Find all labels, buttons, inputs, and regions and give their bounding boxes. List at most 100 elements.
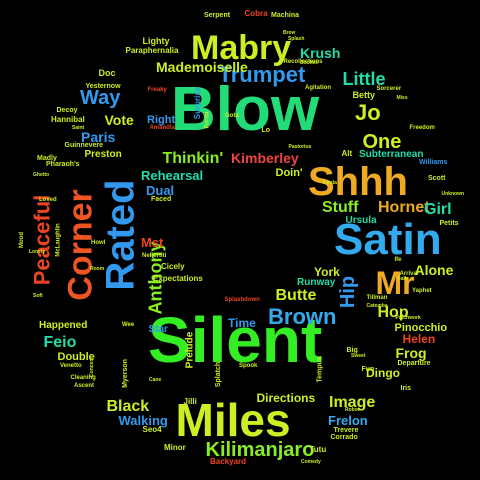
word-116: Lo — [261, 126, 271, 134]
word-98: Decoy — [56, 106, 78, 114]
word-58: Paraphernalia — [125, 46, 179, 55]
word-33: Helen — [402, 332, 436, 346]
word-134: Patchwork — [395, 314, 421, 321]
word-87: Scott — [428, 174, 446, 182]
word-45: Double — [57, 350, 95, 363]
word-35: Paris — [81, 129, 116, 145]
word-18: Jo — [355, 100, 381, 125]
word-16: Krush — [300, 45, 341, 61]
word-109: Splashdown — [224, 297, 260, 303]
word-101: Room — [90, 265, 105, 272]
word-95: Freaky — [147, 87, 167, 93]
word-88: Petits — [439, 219, 459, 227]
word-0: Blow — [171, 75, 320, 144]
word-22: Girl — [424, 201, 452, 218]
word-39: York — [314, 265, 340, 279]
word-28: Image — [329, 394, 376, 411]
word-122: NeFertiti — [142, 253, 167, 259]
word-75: Spook — [239, 363, 258, 369]
word-43: Directions — [256, 391, 316, 405]
word-9: Trumpet — [218, 62, 306, 87]
word-14: Little — [342, 69, 386, 89]
word-53: Right — [147, 113, 176, 126]
word-108: Myerson — [121, 358, 129, 388]
word-56: Doc — [98, 67, 116, 78]
word-104: Cleaning — [70, 375, 96, 381]
word-110: Tillman — [366, 295, 388, 301]
word-83: Departure — [397, 359, 431, 367]
word-37: Dual — [146, 182, 175, 198]
word-54: Star — [148, 324, 168, 335]
word-126: Tempus — [316, 355, 324, 383]
word-70: Faced — [151, 195, 172, 203]
word-128: Robot — [345, 406, 360, 413]
word-52: Preston — [84, 149, 122, 160]
word-103: Concert — [88, 357, 95, 377]
word-132: Cane — [149, 376, 162, 383]
word-90: Freedom — [409, 125, 435, 131]
word-20: Stuff — [322, 199, 359, 216]
word-133: Kinda — [323, 179, 337, 186]
word-2: Miles — [175, 394, 291, 446]
word-10: Brown — [268, 304, 337, 329]
word-31: Feio — [43, 334, 77, 351]
word-91: Miss — [396, 94, 408, 101]
word-117: Pastorius — [288, 143, 312, 150]
word-107: Wee — [122, 322, 135, 328]
word-100: Howl — [91, 240, 106, 246]
word-131: Saint — [72, 124, 85, 131]
word-62: Betty — [352, 89, 376, 100]
word-72: Expectations — [153, 274, 203, 283]
word-64: Hannibal — [51, 115, 85, 124]
word-99: Ghetto — [33, 171, 50, 178]
word-105: Ascent — [74, 383, 95, 389]
word-36: Rehearsal — [141, 167, 204, 183]
word-61: Machina — [271, 11, 300, 19]
word-111: Catemba — [366, 302, 388, 309]
word-59: Serpent — [204, 11, 231, 19]
word-78: Backyard — [210, 457, 247, 466]
word-127: Comedy — [301, 458, 321, 465]
word-63: Yesternow — [85, 82, 121, 90]
word-49: Subterranean — [359, 149, 424, 160]
word-60: Cobra — [244, 9, 268, 18]
word-97: Amandla — [149, 125, 175, 131]
word-51: Ursula — [345, 215, 377, 226]
word-42: Frelon — [328, 412, 368, 428]
word-40: Runway — [297, 277, 336, 288]
word-85: Fun — [361, 365, 375, 373]
word-80: Corrado — [330, 433, 358, 441]
word-89: Loved — [39, 197, 57, 203]
word-94: Recollections — [283, 59, 323, 65]
word-114: Falls — [397, 275, 409, 282]
word-67: Mood — [19, 232, 25, 248]
word-44: Time — [228, 316, 256, 330]
word-112: Yaphet — [412, 288, 432, 294]
word-74: Splatch — [214, 361, 222, 387]
word-129: Sweet — [351, 352, 366, 359]
word-8: Peaceful — [28, 194, 54, 286]
word-121: Splash — [288, 35, 305, 42]
word-115: Alt — [341, 149, 353, 158]
word-46: Happened — [39, 320, 88, 331]
word-11: Mr — [375, 265, 415, 301]
word-86: Williams — [419, 158, 448, 166]
word-26: Alone — [414, 262, 454, 278]
word-27: Black — [106, 398, 150, 415]
word-17: One — [362, 131, 402, 153]
word-25: Butte — [275, 287, 317, 304]
word-6: Rated — [98, 179, 143, 291]
word-79: Tutu — [309, 445, 327, 454]
word-106: Venetto — [60, 363, 82, 369]
word-119: Bitches — [300, 59, 319, 66]
word-29: Kimberley — [231, 150, 299, 166]
word-71: Cicely — [161, 262, 185, 271]
word-19: Thinkin' — [162, 150, 224, 167]
word-50: Doin' — [275, 166, 303, 179]
word-13: Way — [80, 87, 121, 109]
word-34: Vote — [104, 112, 134, 128]
word-57: Lighty — [142, 35, 170, 46]
word-47: Pinocchio — [394, 321, 448, 334]
word-4: Shhh — [308, 160, 408, 204]
